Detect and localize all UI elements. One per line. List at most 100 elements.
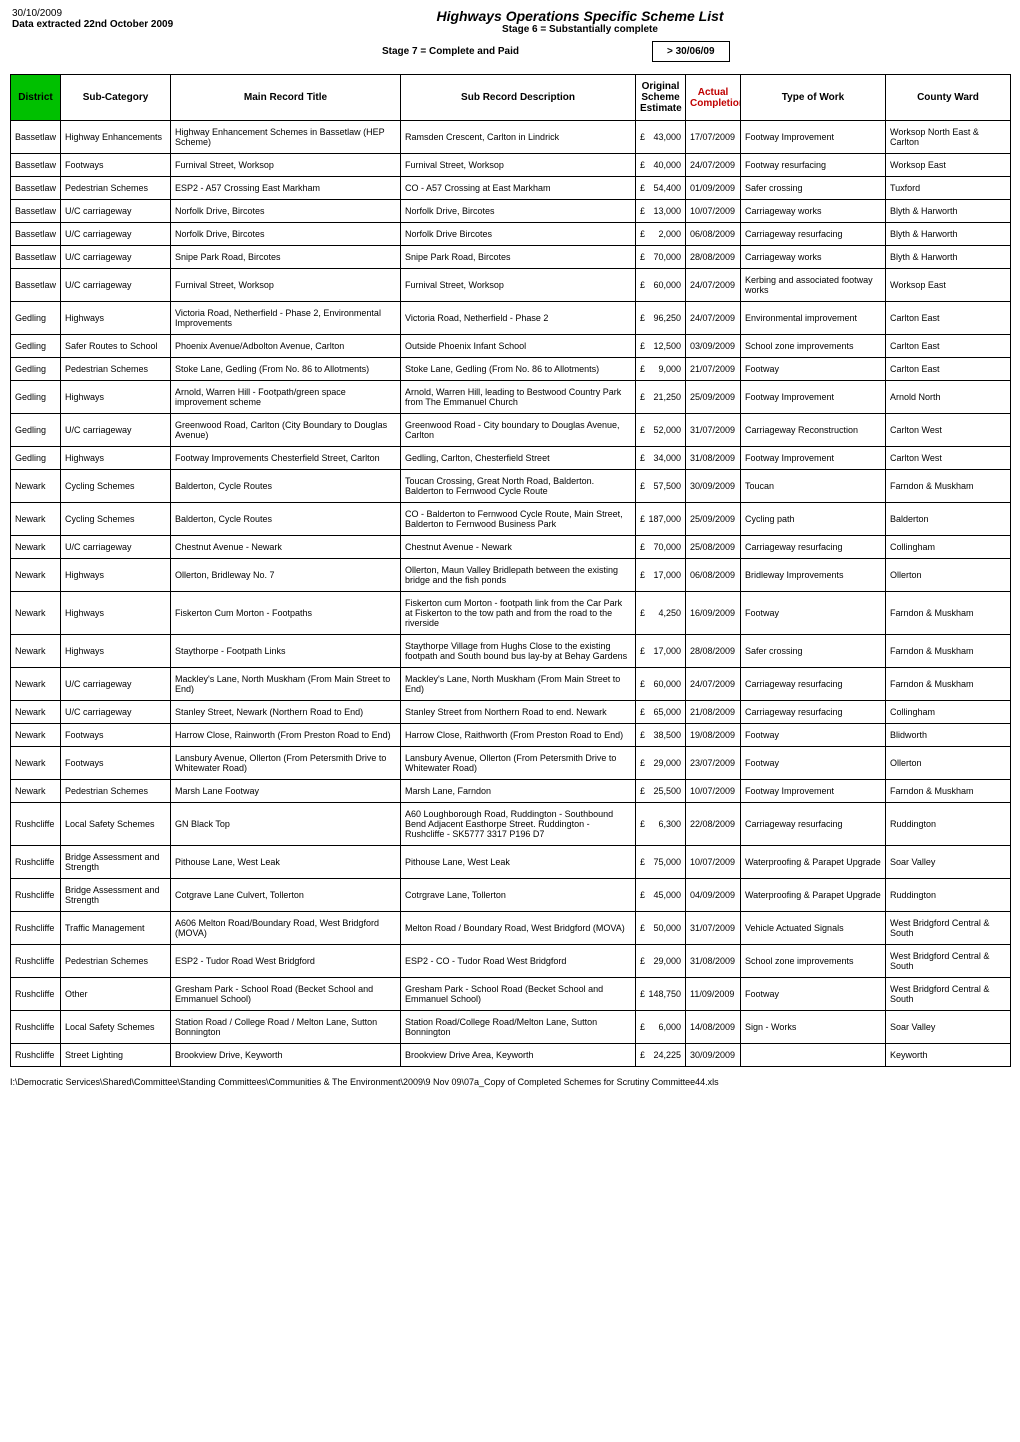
estimate-value: 34,000 — [653, 453, 681, 463]
table-row: RushcliffeOtherGresham Park - School Roa… — [11, 978, 1011, 1011]
cell-type-of-work: Bridleway Improvements — [741, 559, 886, 592]
table-row: NewarkCycling SchemesBalderton, Cycle Ro… — [11, 503, 1011, 536]
cell-county-ward: Carlton East — [886, 335, 1011, 358]
cell-estimate: £45,000 — [636, 879, 686, 912]
cell-county-ward: Collingham — [886, 701, 1011, 724]
cell-actual-completion: 23/07/2009 — [686, 747, 741, 780]
col-main-record: Main Record Title — [171, 75, 401, 121]
cell-sub-record-description: Pithouse Lane, West Leak — [401, 846, 636, 879]
cell-district: Newark — [11, 536, 61, 559]
estimate-value: 6,300 — [658, 819, 681, 829]
cell-type-of-work: Carriageway resurfacing — [741, 536, 886, 559]
cell-sub-record-description: Outside Phoenix Infant School — [401, 335, 636, 358]
cell-actual-completion: 17/07/2009 — [686, 121, 741, 154]
cell-district: Gedling — [11, 447, 61, 470]
cell-sub-record-description: Arnold, Warren Hill, leading to Bestwood… — [401, 381, 636, 414]
estimate-value: 50,000 — [653, 923, 681, 933]
table-row: BassetlawU/C carriagewaySnipe Park Road,… — [11, 246, 1011, 269]
cell-estimate: £25,500 — [636, 780, 686, 803]
cell-main-record-title: Fiskerton Cum Morton - Footpaths — [171, 592, 401, 635]
cell-main-record-title: Norfolk Drive, Bircotes — [171, 200, 401, 223]
cell-district: Newark — [11, 780, 61, 803]
cell-type-of-work: School zone improvements — [741, 335, 886, 358]
cell-actual-completion: 11/09/2009 — [686, 978, 741, 1011]
cell-district: Gedling — [11, 335, 61, 358]
cell-actual-completion: 10/07/2009 — [686, 200, 741, 223]
report-title: Highways Operations Specific Scheme List — [272, 8, 888, 24]
cell-actual-completion: 24/07/2009 — [686, 154, 741, 177]
cell-estimate: £43,000 — [636, 121, 686, 154]
col-sub-record: Sub Record Description — [401, 75, 636, 121]
cell-district: Bassetlaw — [11, 223, 61, 246]
cell-sub-category: Traffic Management — [61, 912, 171, 945]
cell-sub-category: U/C carriageway — [61, 246, 171, 269]
cell-main-record-title: ESP2 - Tudor Road West Bridgford — [171, 945, 401, 978]
stage7-label: Stage 7 = Complete and Paid — [382, 46, 652, 57]
cell-type-of-work: Footway Improvement — [741, 780, 886, 803]
currency-symbol: £ — [640, 956, 645, 966]
currency-symbol: £ — [640, 857, 645, 867]
estimate-value: 17,000 — [653, 646, 681, 656]
cell-estimate: £17,000 — [636, 635, 686, 668]
cell-county-ward: Worksop North East & Carlton — [886, 121, 1011, 154]
cell-actual-completion: 24/07/2009 — [686, 668, 741, 701]
cell-main-record-title: ESP2 - A57 Crossing East Markham — [171, 177, 401, 200]
currency-symbol: £ — [640, 730, 645, 740]
cell-type-of-work: Footway Improvement — [741, 121, 886, 154]
cell-county-ward: Soar Valley — [886, 1011, 1011, 1044]
extracted-date: Data extracted 22nd October 2009 — [12, 19, 272, 30]
cell-estimate: £38,500 — [636, 724, 686, 747]
cell-actual-completion: 28/08/2009 — [686, 635, 741, 668]
cell-county-ward: Tuxford — [886, 177, 1011, 200]
cell-type-of-work: Carriageway resurfacing — [741, 803, 886, 846]
schemes-table: District Sub-Category Main Record Title … — [10, 74, 1011, 1067]
cell-sub-category: Footways — [61, 154, 171, 177]
cell-sub-category: U/C carriageway — [61, 668, 171, 701]
cell-district: Rushcliffe — [11, 846, 61, 879]
estimate-value: 52,000 — [653, 425, 681, 435]
cell-type-of-work: Footway — [741, 592, 886, 635]
cell-sub-record-description: Toucan Crossing, Great North Road, Balde… — [401, 470, 636, 503]
cell-sub-record-description: Staythorpe Village from Hughs Close to t… — [401, 635, 636, 668]
currency-symbol: £ — [640, 786, 645, 796]
cell-actual-completion: 28/08/2009 — [686, 246, 741, 269]
cell-actual-completion: 25/08/2009 — [686, 536, 741, 559]
currency-symbol: £ — [640, 923, 645, 933]
cell-main-record-title: Pithouse Lane, West Leak — [171, 846, 401, 879]
currency-symbol: £ — [640, 481, 645, 491]
cell-sub-category: Street Lighting — [61, 1044, 171, 1067]
table-row: NewarkU/C carriagewayStanley Street, New… — [11, 701, 1011, 724]
currency-symbol: £ — [640, 679, 645, 689]
cell-sub-record-description: Melton Road / Boundary Road, West Bridgf… — [401, 912, 636, 945]
currency-symbol: £ — [640, 206, 645, 216]
cell-main-record-title: GN Black Top — [171, 803, 401, 846]
currency-symbol: £ — [640, 608, 645, 618]
cell-district: Newark — [11, 503, 61, 536]
cell-sub-category: Local Safety Schemes — [61, 1011, 171, 1044]
cell-district: Rushcliffe — [11, 1044, 61, 1067]
table-row: NewarkU/C carriagewayMackley's Lane, Nor… — [11, 668, 1011, 701]
table-row: NewarkHighwaysFiskerton Cum Morton - Foo… — [11, 592, 1011, 635]
currency-symbol: £ — [640, 160, 645, 170]
cell-actual-completion: 06/08/2009 — [686, 559, 741, 592]
cell-actual-completion: 16/09/2009 — [686, 592, 741, 635]
cell-type-of-work: Footway — [741, 747, 886, 780]
cell-estimate: £21,250 — [636, 381, 686, 414]
cell-district: Gedling — [11, 358, 61, 381]
cell-main-record-title: Balderton, Cycle Routes — [171, 470, 401, 503]
cell-main-record-title: Footway Improvements Chesterfield Street… — [171, 447, 401, 470]
cell-type-of-work: Safer crossing — [741, 635, 886, 668]
cell-sub-record-description: Greenwood Road - City boundary to Dougla… — [401, 414, 636, 447]
table-row: BassetlawFootwaysFurnival Street, Workso… — [11, 154, 1011, 177]
currency-symbol: £ — [640, 183, 645, 193]
cell-sub-record-description: Ramsden Crescent, Carlton in Lindrick — [401, 121, 636, 154]
cell-estimate: £9,000 — [636, 358, 686, 381]
cell-sub-category: Highways — [61, 302, 171, 335]
cell-type-of-work: Footway — [741, 978, 886, 1011]
currency-symbol: £ — [640, 132, 645, 142]
cell-district: Rushcliffe — [11, 945, 61, 978]
cell-sub-record-description: Norfolk Drive, Bircotes — [401, 200, 636, 223]
cell-type-of-work: Cycling path — [741, 503, 886, 536]
table-row: NewarkFootwaysLansbury Avenue, Ollerton … — [11, 747, 1011, 780]
estimate-value: 60,000 — [653, 280, 681, 290]
